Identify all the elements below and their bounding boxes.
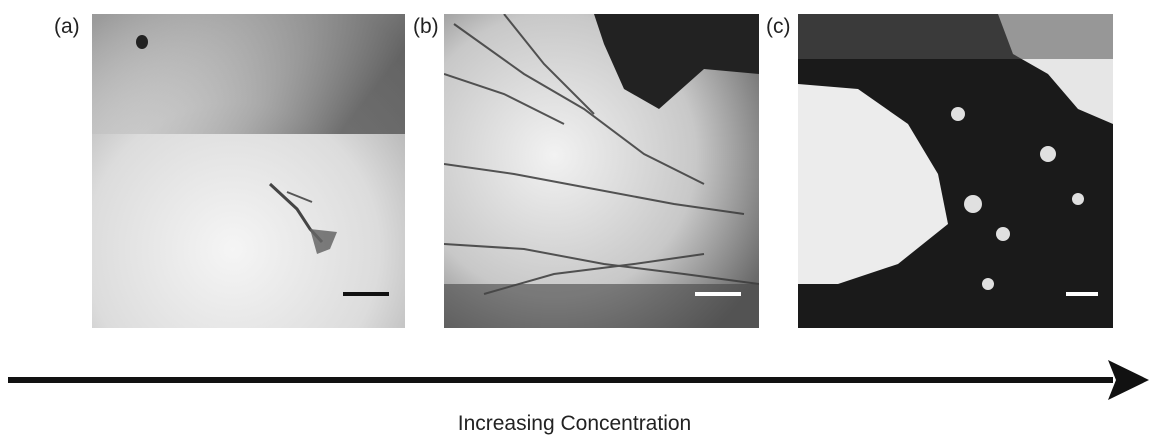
panel-c-label: (c) xyxy=(766,15,791,38)
concentration-arrow xyxy=(8,355,1149,405)
panel-a-label: (a) xyxy=(54,15,80,38)
scale-bar-a xyxy=(343,292,389,296)
scale-bar-b xyxy=(695,292,741,296)
panel-b-label: (b) xyxy=(413,15,439,38)
arrow-head xyxy=(1108,360,1149,400)
scale-bar-c xyxy=(1066,292,1098,296)
concentration-caption: Increasing Concentration xyxy=(457,412,692,435)
micrograph-panel-a xyxy=(92,14,405,328)
micrograph-panel-b xyxy=(444,14,759,328)
micrograph-panel-c xyxy=(798,14,1113,328)
